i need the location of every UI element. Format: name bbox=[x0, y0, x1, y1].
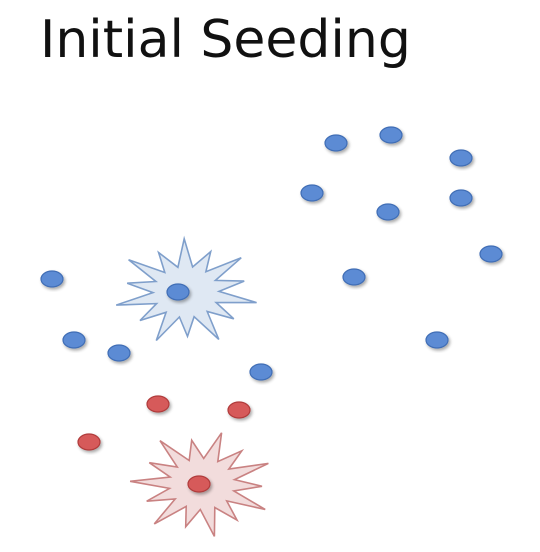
blue-data-point bbox=[449, 149, 473, 167]
blue-data-point bbox=[449, 189, 473, 207]
blue-data-point bbox=[379, 126, 403, 144]
red-data-point bbox=[187, 475, 211, 493]
slide-title: Initial Seeding bbox=[40, 10, 411, 70]
blue-data-point bbox=[479, 245, 503, 263]
blue-data-point bbox=[300, 184, 324, 202]
blue-data-point bbox=[40, 270, 64, 288]
blue-data-point bbox=[62, 331, 86, 349]
blue-data-point bbox=[166, 283, 190, 301]
red-data-point bbox=[77, 433, 101, 451]
blue-data-point bbox=[376, 203, 400, 221]
blue-data-point bbox=[324, 134, 348, 152]
blue-data-point bbox=[107, 344, 131, 362]
blue-data-point bbox=[425, 331, 449, 349]
red-data-point bbox=[146, 395, 170, 413]
blue-data-point bbox=[249, 363, 273, 381]
blue-data-point bbox=[342, 268, 366, 286]
red-data-point bbox=[227, 401, 251, 419]
